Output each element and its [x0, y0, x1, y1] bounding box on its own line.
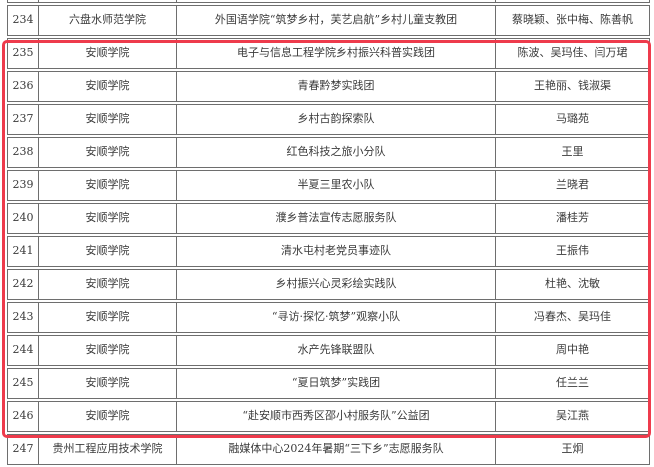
team-name-cell: 乡村古韵探索队: [177, 105, 496, 134]
team-name-cell: [177, 0, 496, 2]
table-rows: 234 六盘水师范学院 外国语学院“筑梦乡村，芙艺启航”乡村儿童支教团 蔡晓颖、…: [7, 5, 650, 465]
advisors-cell: 王炯: [561, 442, 584, 456]
team-name-cell: “赴安顺市西秀区邵小村服务队”公益团: [177, 402, 496, 431]
advisors-cell: 潘桂芳: [556, 211, 589, 225]
team-name-cell: “夏日筑梦”实践团: [177, 369, 496, 398]
school-cell: 六盘水师范学院: [39, 6, 177, 35]
row-number-cell: 238: [8, 138, 39, 167]
table-row: 242 安顺学院 乡村振兴心灵彩绘实践队 杜艳、沈敏: [7, 269, 650, 300]
school-cell: 安顺学院: [39, 303, 177, 332]
row-number-cell: 246: [8, 402, 39, 431]
table-row: 239 安顺学院 半夏三里农小队 兰晓君: [7, 170, 650, 201]
team-name-cell: “寻访·探忆·筑梦”观察小队: [177, 303, 496, 332]
row-number-cell: 247: [8, 435, 39, 464]
advisors-cell: 任兰兰: [556, 376, 589, 390]
table-row: 240 安顺学院 濮乡普法宣传志愿服务队 潘桂芳: [7, 203, 650, 234]
row-number-cell: 235: [8, 39, 39, 68]
table-row: 243 安顺学院 “寻访·探忆·筑梦”观察小队 冯春杰、吴玛佳: [7, 302, 650, 333]
team-name-cell: 清水屯村老党员事迹队: [177, 237, 496, 266]
team-name-cell: 红色科技之旅小分队: [177, 138, 496, 167]
advisors-cell: 王振伟: [556, 244, 589, 258]
school-cell: [39, 0, 177, 2]
row-number-cell: 236: [8, 72, 39, 101]
school-cell: 安顺学院: [39, 72, 177, 101]
advisors-cell: 吴江燕: [556, 409, 589, 423]
table-row: 238 安顺学院 红色科技之旅小分队 王里: [7, 137, 650, 168]
table-row: 235 安顺学院 电子与信息工程学院乡村振兴科普实践团 陈波、吴玛佳、闫万珺: [7, 38, 650, 69]
school-cell: 安顺学院: [39, 336, 177, 365]
advisors-cell: 杜艳、沈敏: [545, 277, 600, 291]
row-number-cell: 242: [8, 270, 39, 299]
advisors-cell: 陈波、吴玛佳、闫万珺: [517, 46, 628, 60]
row-number-cell: 237: [8, 105, 39, 134]
team-name-cell: 外国语学院“筑梦乡村，芙艺启航”乡村儿童支教团: [177, 6, 496, 35]
school-cell: 安顺学院: [39, 237, 177, 266]
table-row: 241 安顺学院 清水屯村老党员事迹队 王振伟: [7, 236, 650, 267]
school-cell: 安顺学院: [39, 105, 177, 134]
table-row: 237 安顺学院 乡村古韵探索队 马璐苑: [7, 104, 650, 135]
row-number-cell: [8, 0, 39, 2]
advisors-cell: 马璐苑: [556, 112, 589, 126]
table-row: 244 安顺学院 水产先锋联盟队 周中艳: [7, 335, 650, 366]
team-name-cell: 乡村振兴心灵彩绘实践队: [177, 270, 496, 299]
school-cell: 安顺学院: [39, 369, 177, 398]
school-cell: 贵州工程应用技术学院: [39, 435, 177, 464]
table-row: 247 贵州工程应用技术学院 融媒体中心2024年暑期“三下乡”志愿服务队 王炯: [7, 434, 650, 465]
school-cell: 安顺学院: [39, 171, 177, 200]
team-name-cell: 水产先锋联盟队: [177, 336, 496, 365]
team-name-cell: 濮乡普法宣传志愿服务队: [177, 204, 496, 233]
advisors-cell: 蔡晓颖、张中梅、陈善帆: [512, 13, 633, 27]
advisors-cell: 王里: [561, 145, 584, 159]
row-number-cell: 241: [8, 237, 39, 266]
table-row: 234 六盘水师范学院 外国语学院“筑梦乡村，芙艺启航”乡村儿童支教团 蔡晓颖、…: [7, 5, 650, 36]
advisors-cell: 王艳丽、钱淑渠: [534, 79, 611, 93]
advisors-cell: 冯春杰、吴玛佳: [534, 310, 611, 324]
advisors-cell: 兰晓君: [556, 178, 589, 192]
advisors-cell: 周中艳: [556, 343, 589, 357]
school-cell: 安顺学院: [39, 270, 177, 299]
row-number-cell: 240: [8, 204, 39, 233]
row-number-cell: 234: [8, 6, 39, 35]
row-number-cell: 244: [8, 336, 39, 365]
results-table: 234 六盘水师范学院 外国语学院“筑梦乡村，芙艺启航”乡村儿童支教团 蔡晓颖、…: [7, 0, 650, 467]
table-row: 236 安顺学院 青春黔梦实践团 王艳丽、钱淑渠: [7, 71, 650, 102]
advisors-cell: [496, 0, 649, 2]
row-number-cell: 243: [8, 303, 39, 332]
row-number-cell: 245: [8, 369, 39, 398]
school-cell: 安顺学院: [39, 204, 177, 233]
team-name-cell: 半夏三里农小队: [177, 171, 496, 200]
table-row: 246 安顺学院 “赴安顺市西秀区邵小村服务队”公益团 吴江燕: [7, 401, 650, 432]
row-number-cell: 239: [8, 171, 39, 200]
team-name-cell: 融媒体中心2024年暑期“三下乡”志愿服务队: [177, 435, 496, 464]
school-cell: 安顺学院: [39, 39, 177, 68]
previous-row-fragment: [7, 0, 650, 3]
school-cell: 安顺学院: [39, 402, 177, 431]
school-cell: 安顺学院: [39, 138, 177, 167]
table-row: 245 安顺学院 “夏日筑梦”实践团 任兰兰: [7, 368, 650, 399]
team-name-cell: 青春黔梦实践团: [177, 72, 496, 101]
team-name-cell: 电子与信息工程学院乡村振兴科普实践团: [177, 39, 496, 68]
